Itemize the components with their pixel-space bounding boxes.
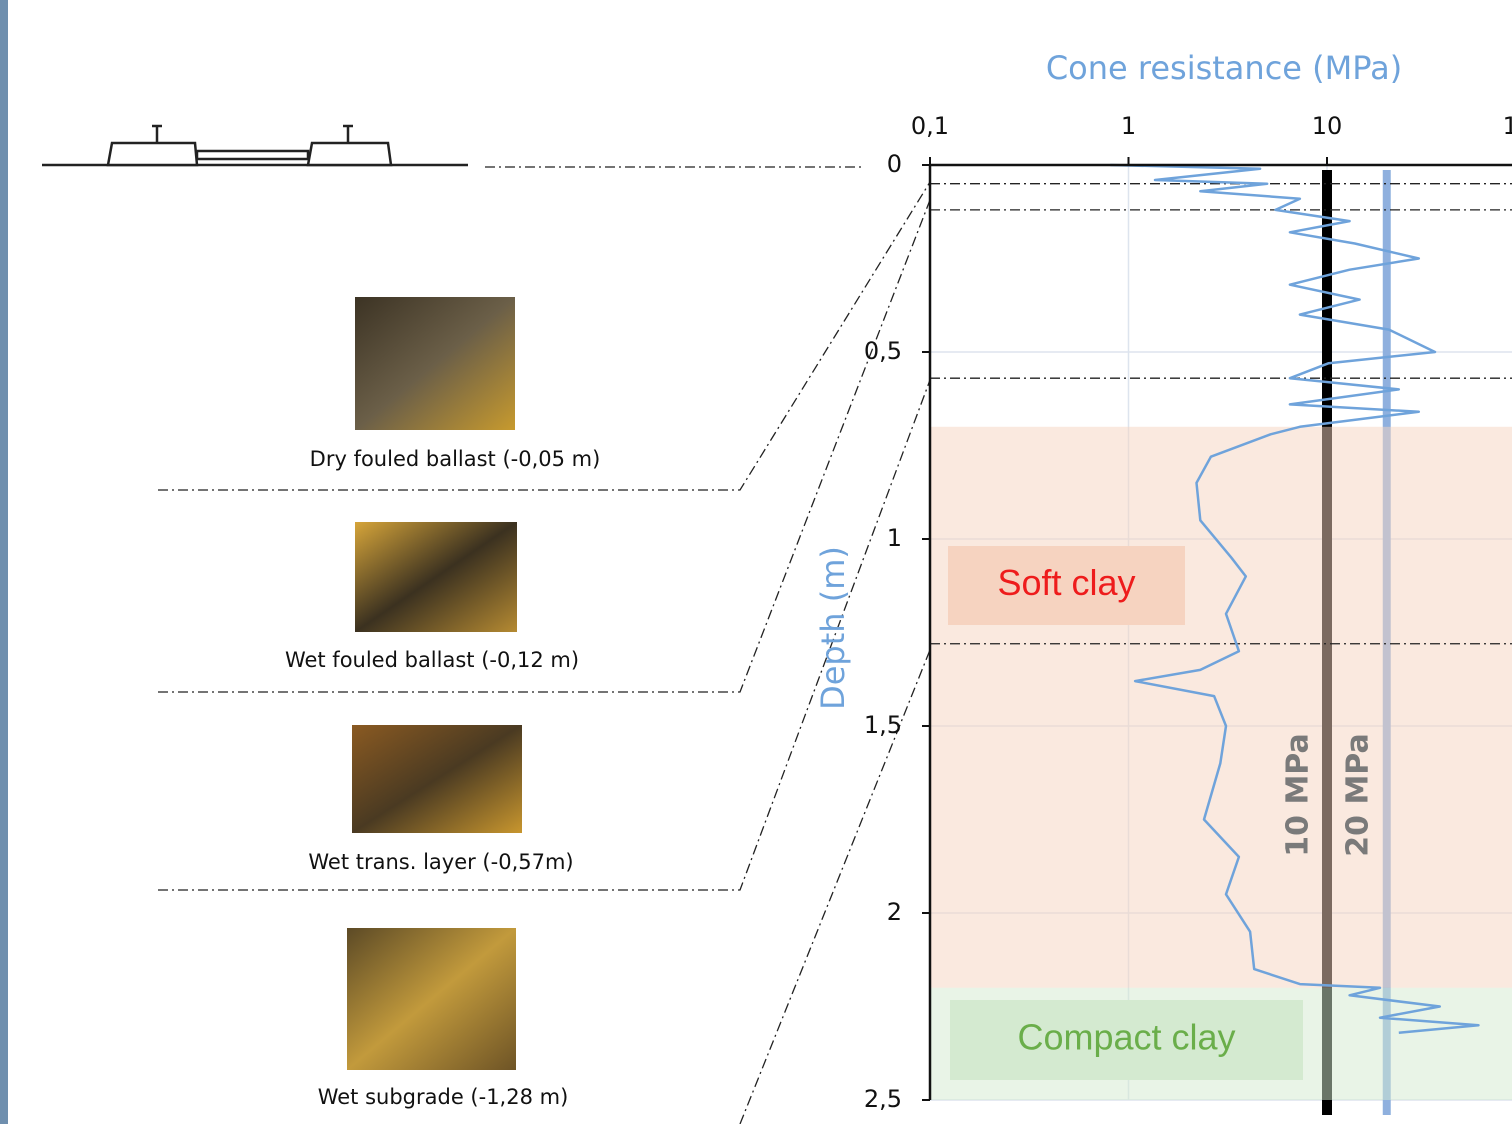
- photos: [347, 297, 522, 1070]
- track-sketch: [42, 126, 468, 165]
- layer-caption: Wet trans. layer (-0,57m): [308, 850, 573, 874]
- zone-label: Compact clay: [1017, 1017, 1235, 1058]
- x-axis-title: Cone resistance (MPa): [1046, 49, 1402, 87]
- x-tick-label: 100: [1503, 112, 1512, 140]
- reference-label: 10 MPa: [1281, 733, 1316, 856]
- layer-caption: Wet fouled ballast (-0,12 m): [285, 648, 579, 672]
- x-tick-label: 0,1: [911, 112, 949, 140]
- y-axis-title: Depth (m): [814, 546, 852, 710]
- side-bar: [0, 0, 8, 1124]
- y-tick-label: 0: [887, 150, 902, 178]
- photo: [352, 725, 522, 833]
- photo: [347, 928, 516, 1070]
- zone: [930, 427, 1512, 988]
- y-tick-label: 0,5: [864, 337, 902, 365]
- reference-label: 20 MPa: [1340, 733, 1375, 856]
- layer-caption: Wet subgrade (-1,28 m): [318, 1085, 569, 1109]
- x-tick-label: 1: [1121, 112, 1136, 140]
- y-tick-label: 1: [887, 524, 902, 552]
- layer-caption: Dry fouled ballast (-0,05 m): [310, 447, 601, 471]
- y-tick-label: 2,5: [864, 1085, 902, 1113]
- chart: Dry fouled ballast (-0,05 m) Wet fouled …: [0, 0, 1512, 1124]
- zone-label: Soft clay: [997, 562, 1135, 603]
- y-tick-label: 2: [887, 898, 902, 926]
- x-tick-label: 10: [1312, 112, 1343, 140]
- photo: [355, 522, 517, 632]
- y-tick-label: 1,5: [864, 711, 902, 739]
- photo: [355, 297, 515, 430]
- page: Dry fouled ballast (-0,05 m) Wet fouled …: [0, 0, 1512, 1124]
